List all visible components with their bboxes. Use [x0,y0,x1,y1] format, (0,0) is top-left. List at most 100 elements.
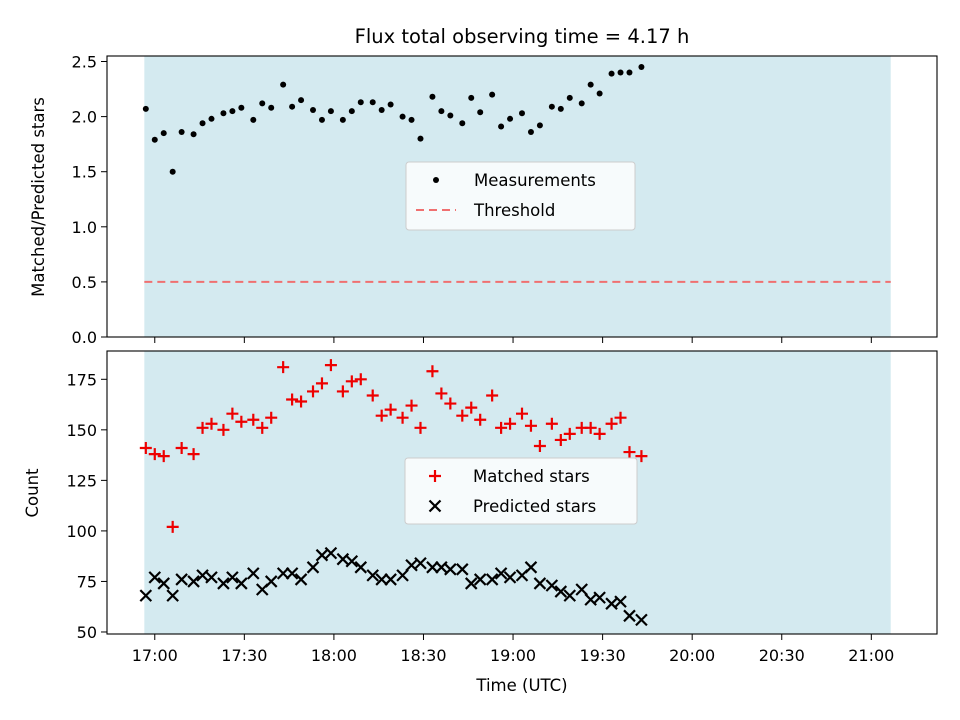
matched-stars-point [516,407,528,420]
measurements-point [160,130,167,137]
measurements-point [587,81,594,88]
measurements-point [142,105,149,112]
predicted-stars-point [426,561,439,574]
matched-stars-point [366,389,379,402]
x-axis-label: Time (UTC) [475,676,567,695]
predicted-stars-point [464,577,478,590]
predicted-stars-point [276,567,290,580]
legend-label-predicted-stars: Predicted stars [473,497,596,516]
matched-stars-point [444,397,457,410]
matched-stars-point [307,385,320,398]
matched-stars-point [354,373,367,386]
measurements-point [447,112,454,119]
predicted-stars-point [205,571,218,584]
matched-stars-point [456,409,469,422]
measurements-point [408,116,415,123]
axes-frame-0 [106,55,938,338]
x-tick-label-5: 19:30 [580,646,626,665]
x-tick-label-8: 21:00 [848,646,894,665]
matched-stars-point [435,387,448,400]
predicted-stars-point [593,591,606,604]
predicted-stars-point [563,589,577,602]
predicted-stars-point [494,567,508,580]
matched-stars-point [187,448,200,461]
predicted-stars-point [503,571,517,584]
measurements-point [536,122,543,129]
measurements-point [208,115,215,122]
measurements-point [596,90,603,97]
measurements-point [477,109,484,116]
matched-stars-point [324,359,337,372]
matched-stars-point [554,433,567,446]
measurements-point [468,94,475,101]
measurements-point [259,100,266,107]
predicted-stars-point [533,577,547,590]
measurements-point [557,105,564,112]
matched-stars-point [533,440,546,453]
matched-stars-point [345,375,358,388]
matched-stars-point [504,417,517,430]
matched-stars-point [217,423,230,436]
measurements-point [238,104,245,111]
legend-label-matched-stars: Matched stars [473,467,590,486]
predicted-stars-point [345,554,359,568]
measurements-point [489,91,496,98]
matched-stars-point [486,389,499,402]
measurements-point [151,136,158,143]
matched-stars-point [614,411,627,424]
predicted-stars-point [306,561,320,574]
predicted-stars-point [139,589,153,602]
y-tick-label-0-5: 2.5 [72,53,97,72]
matched-stars-point [226,407,239,420]
legend-marker-matched-stars [429,470,441,482]
measurements-point [250,116,257,123]
predicted-stars-point [485,573,499,586]
predicted-stars-point [285,567,299,580]
predicted-stars-point [473,573,487,586]
y-tick-label-0-1: 0.5 [72,273,97,292]
y-tick-label-0-4: 2.0 [72,108,97,127]
predicted-stars-point [294,573,308,586]
matched-stars-point [175,442,188,455]
predicted-stars-point [396,569,409,582]
y-tick-label-1-3: 125 [66,471,97,490]
predicted-stars-point [148,571,162,584]
measurements-point [199,120,206,127]
predicted-stars-point [157,577,171,590]
matched-stars-point [414,421,427,434]
axes-frame-1 [106,350,938,635]
x-tick-label-1: 17:30 [221,646,267,665]
matched-stars-point [426,365,439,378]
matched-stars-point [196,421,209,434]
matched-stars-point [148,448,161,461]
matched-stars-point [315,377,328,390]
measurements-point [417,135,424,142]
matched-stars-point [157,450,170,463]
y-tick-label-1-4: 150 [66,421,97,440]
measurements-point [229,108,236,115]
matched-stars-point [235,415,248,428]
legend-box-1 [404,457,638,525]
predicted-stars-point [623,609,636,623]
matched-stars-point [205,417,218,430]
matched-stars-point [139,442,152,455]
matched-stars-point [563,427,576,440]
x-tick-label-4: 19:00 [490,646,536,665]
measurements-point [399,113,406,120]
y-tick-label-0-2: 1.0 [72,218,97,237]
legend-label-measurements: Measurements [474,171,596,190]
legend-marker-predicted-stars [428,499,442,513]
matched-stars-point [265,411,278,424]
measurements-point [369,99,376,106]
predicted-stars-point [366,569,379,582]
predicted-stars-point [166,589,179,602]
matched-stars-point [166,520,179,533]
matched-stars-point [396,411,409,424]
matched-stars-point [474,413,487,426]
matched-stars-point [605,417,618,430]
y-tick-label-0-3: 1.5 [72,163,97,182]
measurements-point [617,69,624,76]
predicted-stars-point [187,575,200,588]
x-tick-label-2: 18:00 [311,646,357,665]
measurements-point [507,115,514,122]
